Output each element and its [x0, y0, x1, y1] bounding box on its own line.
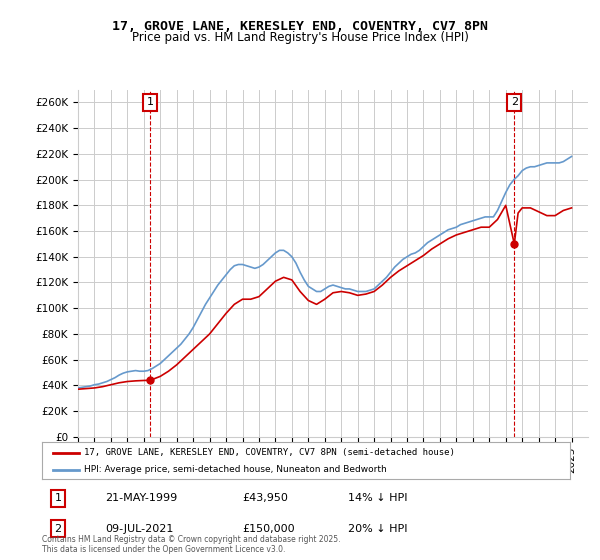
- Text: 17, GROVE LANE, KERESLEY END, COVENTRY, CV7 8PN (semi-detached house): 17, GROVE LANE, KERESLEY END, COVENTRY, …: [84, 448, 455, 457]
- Text: 21-MAY-1999: 21-MAY-1999: [106, 493, 178, 503]
- Text: 1: 1: [55, 493, 61, 503]
- Text: 2: 2: [54, 524, 61, 534]
- Text: 17, GROVE LANE, KERESLEY END, COVENTRY, CV7 8PN: 17, GROVE LANE, KERESLEY END, COVENTRY, …: [112, 20, 488, 32]
- Text: Contains HM Land Registry data © Crown copyright and database right 2025.
This d: Contains HM Land Registry data © Crown c…: [42, 535, 341, 554]
- Text: 20% ↓ HPI: 20% ↓ HPI: [348, 524, 408, 534]
- Text: 09-JUL-2021: 09-JUL-2021: [106, 524, 174, 534]
- Text: £150,000: £150,000: [242, 524, 295, 534]
- Text: Price paid vs. HM Land Registry's House Price Index (HPI): Price paid vs. HM Land Registry's House …: [131, 31, 469, 44]
- Text: 2: 2: [511, 97, 518, 108]
- Text: 14% ↓ HPI: 14% ↓ HPI: [348, 493, 408, 503]
- Text: 1: 1: [146, 97, 154, 108]
- Text: HPI: Average price, semi-detached house, Nuneaton and Bedworth: HPI: Average price, semi-detached house,…: [84, 465, 387, 474]
- Text: £43,950: £43,950: [242, 493, 289, 503]
